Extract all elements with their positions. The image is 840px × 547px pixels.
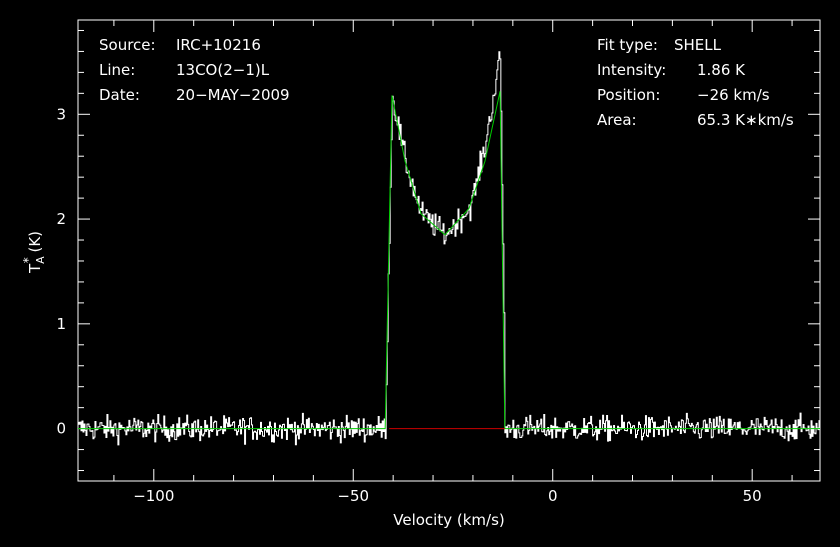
x-tick-label: 0 [548, 487, 558, 505]
spectrum-series-line [78, 51, 821, 446]
y-tick-label: 1 [56, 315, 66, 333]
y-axis-title-unit: (K) [26, 231, 44, 257]
y-axis-title-sub: A [34, 256, 47, 264]
x-tick-label: −100 [133, 487, 174, 505]
annotation-fit-type-key: Fit type: [597, 36, 658, 54]
annotation-source-value: IRC+10216 [176, 36, 261, 54]
y-axis-title-main: T [26, 263, 44, 274]
annotation-intensity-value: 1.86 K [697, 61, 746, 79]
annotation-position-key: Position: [597, 86, 660, 104]
plot-frame [77, 19, 821, 482]
y-tick-label: 2 [56, 210, 66, 228]
annotation-intensity-key: Intensity: [597, 61, 666, 79]
y-tick-label: 3 [56, 105, 66, 123]
annotation-block-left: Source: IRC+10216 Line: 13CO(2−1)L Date:… [99, 36, 290, 104]
axis-ticks [78, 20, 820, 481]
axis-tick-labels: −100 −50 0 50 0 1 2 3 [56, 105, 761, 505]
annotation-date-key: Date: [99, 86, 140, 104]
annotation-position-value: −26 km/s [697, 86, 770, 104]
annotation-block-right: Fit type: SHELL Intensity: 1.86 K Positi… [597, 36, 794, 129]
y-axis-title: TA* (K) [21, 231, 47, 274]
y-axis-title-sup: * [21, 257, 35, 263]
annotation-fit-type-value: SHELL [674, 36, 722, 54]
annotation-area-key: Area: [597, 111, 637, 129]
annotation-line-key: Line: [99, 61, 135, 79]
x-tick-label: 50 [743, 487, 762, 505]
x-axis-title: Velocity (km/s) [393, 511, 504, 529]
annotation-date-value: 20−MAY−2009 [176, 86, 290, 104]
y-tick-label: 0 [56, 420, 66, 438]
x-tick-label: −50 [337, 487, 369, 505]
annotation-line-value: 13CO(2−1)L [176, 61, 270, 79]
annotation-area-value: 65.3 K∗km/s [697, 111, 794, 129]
annotation-source-key: Source: [99, 36, 156, 54]
shell-fit-line [78, 91, 820, 430]
